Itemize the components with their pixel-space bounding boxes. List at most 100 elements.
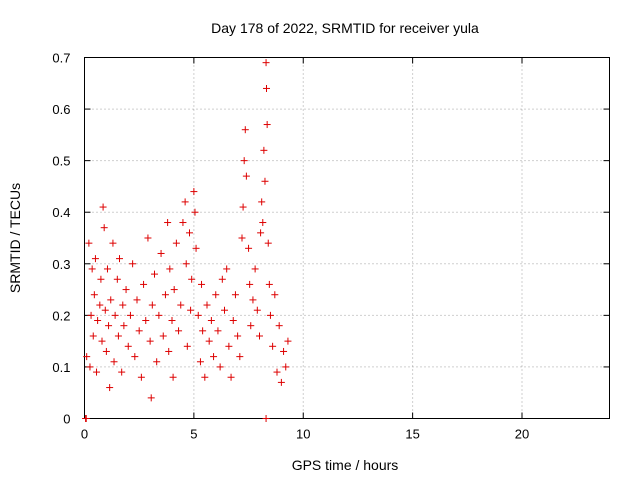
data-point — [192, 244, 200, 252]
data-point — [236, 353, 244, 361]
data-point — [247, 322, 255, 330]
data-point — [231, 291, 239, 299]
data-point — [122, 286, 130, 294]
data-point — [148, 301, 156, 309]
data-point — [251, 265, 259, 273]
data-point — [264, 239, 272, 247]
x-tick-label: 5 — [190, 427, 197, 442]
y-tick-label: 0 — [63, 412, 70, 427]
y-tick-label: 0.7 — [52, 51, 70, 66]
data-point — [99, 203, 107, 211]
data-point — [229, 317, 237, 325]
tick-layer: 0 5 10 15 20 0 0.1 0.2 0.3 0.4 0.5 0.6 0.7 — [52, 51, 610, 442]
data-point — [82, 415, 90, 422]
data-point — [170, 286, 178, 294]
data-point — [83, 353, 91, 361]
data-point — [207, 317, 215, 325]
x-tick-label: 20 — [515, 427, 529, 442]
data-point — [262, 415, 270, 422]
data-point — [241, 126, 249, 134]
data-point — [113, 275, 121, 283]
data-point — [168, 317, 176, 325]
data-point — [157, 249, 165, 257]
data-point — [187, 306, 195, 314]
data-point — [142, 317, 150, 325]
data-point — [188, 275, 196, 283]
data-point — [221, 306, 228, 314]
x-axis-label: GPS time / hours — [292, 457, 399, 473]
data-point — [259, 219, 267, 227]
data-point — [238, 234, 246, 242]
data-point — [88, 265, 96, 273]
data-point — [105, 322, 113, 330]
data-point — [144, 234, 152, 242]
y-tick-label: 0.6 — [52, 102, 70, 117]
data-point — [261, 177, 269, 185]
data-point — [239, 203, 247, 211]
data-point — [186, 229, 193, 237]
data-point — [262, 59, 270, 67]
data-point — [271, 291, 279, 299]
data-point — [201, 373, 209, 381]
data-point — [164, 219, 172, 227]
y-tick-label: 0.2 — [52, 308, 70, 323]
data-point — [109, 239, 117, 247]
data-point — [223, 265, 231, 273]
data-point — [190, 188, 198, 196]
data-point — [131, 353, 139, 361]
data-point — [277, 378, 285, 386]
data-point — [205, 337, 213, 345]
y-tick-label: 0.3 — [52, 257, 70, 272]
y-axis-label: SRMTID / TECUs — [7, 183, 23, 293]
data-point — [265, 280, 273, 288]
data-point — [100, 224, 108, 232]
chart-title: Day 178 of 2022, SRMTID for receiver yul… — [211, 20, 479, 36]
plot-frame — [84, 57, 610, 419]
data-point — [194, 311, 202, 319]
data-point — [191, 208, 199, 216]
data-point — [155, 311, 163, 319]
data-point — [179, 219, 187, 227]
data-point — [227, 373, 235, 381]
data-point — [135, 327, 143, 335]
data-point — [172, 239, 180, 247]
data-point — [175, 327, 183, 335]
data-point — [97, 275, 105, 283]
data-point — [111, 311, 119, 319]
data-point — [137, 373, 145, 381]
data-point — [199, 327, 207, 335]
data-point — [196, 358, 204, 366]
data-point — [169, 373, 177, 381]
data-point — [266, 311, 274, 319]
data-point — [93, 368, 101, 376]
data-point — [240, 157, 248, 165]
data-point — [246, 280, 254, 288]
data-point — [146, 337, 154, 345]
data-point — [198, 280, 206, 288]
data-point — [107, 296, 115, 304]
data-point — [183, 342, 191, 350]
data-point — [98, 337, 106, 345]
data-point — [249, 296, 257, 304]
data-point — [269, 342, 277, 350]
data-point — [94, 317, 102, 325]
data-point — [203, 301, 211, 309]
data-point — [212, 291, 220, 299]
data-point — [257, 229, 265, 237]
data-point — [153, 358, 161, 366]
data-point — [214, 327, 222, 335]
data-point — [260, 146, 268, 154]
data-point — [110, 358, 118, 366]
data-point — [96, 301, 104, 309]
data-point — [181, 198, 189, 206]
data-point — [85, 239, 93, 247]
data-point — [256, 332, 263, 340]
data-point — [263, 121, 271, 129]
data-point — [165, 347, 173, 355]
data-point — [253, 306, 261, 314]
data-point — [133, 296, 141, 304]
data-point — [245, 244, 253, 252]
data-point — [210, 353, 218, 361]
data-point — [273, 368, 281, 376]
